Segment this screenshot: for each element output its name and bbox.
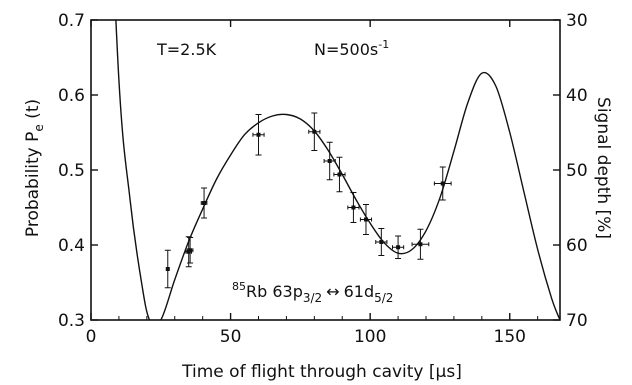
y-tick-label: 0.5 (58, 161, 85, 181)
axes: 0 50 100 150 0.3 0.4 0.5 0.6 0.7 30 40 50 60 70 (58, 11, 588, 347)
labels: Time of flight through cavity [µs] Proba… (23, 38, 613, 382)
point-marker (379, 240, 384, 244)
fit-curve (115, 20, 560, 320)
data-point (323, 141, 336, 181)
x-axis-title: Time of flight through cavity [µs] (181, 362, 462, 382)
annotation-transition: 85Rb 63p3/2 ↔ 61d5/2 (232, 280, 393, 305)
point-marker (351, 205, 356, 210)
point-marker (363, 217, 368, 222)
plot-area (115, 20, 560, 320)
y2-tick-label: 50 (566, 161, 588, 181)
y-axis-title-left: Probability Pe (t) (23, 99, 46, 237)
x-tick-label: 50 (220, 327, 242, 347)
data-point (392, 235, 405, 259)
data-point (359, 204, 373, 235)
x-tick-label: 0 (86, 327, 97, 347)
point-marker (202, 201, 207, 205)
annotation-temperature: T=2.5K (156, 40, 217, 59)
data-point (308, 112, 321, 151)
data-point (252, 114, 265, 156)
point-marker (327, 159, 332, 163)
y2-tick-label: 30 (566, 11, 588, 31)
point-marker (418, 242, 423, 247)
data-point (200, 187, 208, 219)
data-point (347, 192, 360, 223)
y-tick-label: 0.6 (58, 86, 85, 106)
point-marker (337, 172, 342, 177)
x-tick-label: 100 (354, 327, 386, 347)
point-marker (396, 245, 401, 250)
data-point (411, 228, 430, 260)
y2-tick-label: 60 (566, 236, 588, 256)
point-marker (165, 267, 170, 271)
y-tick-label: 0.4 (58, 236, 85, 256)
data-point (164, 249, 171, 289)
point-marker (256, 132, 261, 137)
y-axis-title-right: Signal depth [%] (593, 97, 613, 239)
point-marker (312, 129, 317, 134)
plot-frame (90, 19, 561, 321)
y2-tick-label: 70 (566, 311, 588, 331)
y-tick-label: 0.3 (58, 311, 85, 331)
annotation-flux: N=500s-1 (314, 38, 389, 59)
point-marker (188, 248, 193, 253)
y-tick-label: 0.7 (58, 11, 85, 31)
data-point (433, 166, 452, 201)
data-point (186, 237, 194, 264)
x-tick-label: 150 (494, 327, 526, 347)
data-point (333, 156, 346, 193)
data-point (375, 228, 388, 256)
y2-tick-label: 40 (566, 86, 588, 106)
point-marker (440, 181, 445, 186)
